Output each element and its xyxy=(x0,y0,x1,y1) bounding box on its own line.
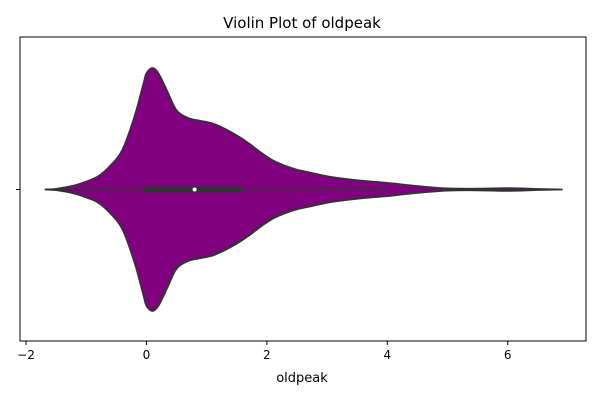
median-marker xyxy=(192,187,197,192)
x-tick-label: 6 xyxy=(504,348,512,362)
chart-title: Violin Plot of oldpeak xyxy=(223,14,381,32)
axes: −2 0 2 4 6 xyxy=(16,189,512,362)
x-tick-label: 0 xyxy=(143,348,151,362)
x-tick-label: −2 xyxy=(17,348,35,362)
x-axis-label: oldpeak xyxy=(276,371,328,386)
x-tick-label: 2 xyxy=(263,348,271,362)
plot-area xyxy=(44,67,563,312)
x-tick-label: 4 xyxy=(383,348,391,362)
